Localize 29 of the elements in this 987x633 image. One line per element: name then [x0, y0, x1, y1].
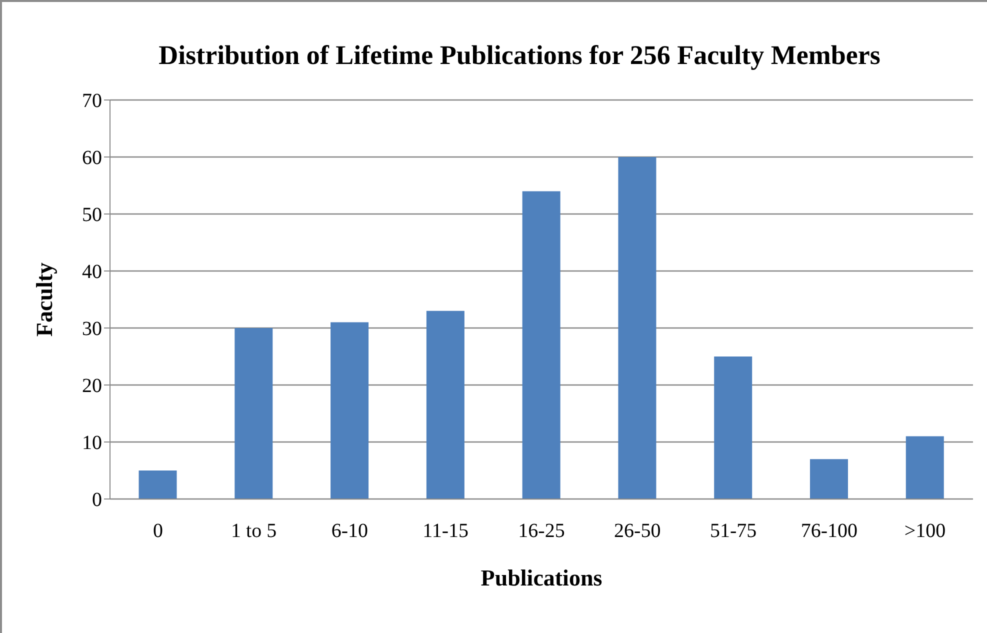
bar	[618, 157, 656, 499]
y-tick-label: 40	[82, 261, 102, 284]
bar	[810, 459, 848, 499]
y-tick-label: 30	[82, 318, 102, 340]
y-tick-label: 50	[82, 204, 102, 226]
chart-title: Distribution of Lifetime Publications for 256 Faculty Members	[158, 40, 882, 71]
bar	[330, 322, 369, 499]
x-tick-label: 76-100	[800, 520, 858, 542]
x-axis-title: Publications	[480, 565, 602, 590]
x-tick-label: >100	[904, 520, 946, 542]
x-tick-label: 11-15	[422, 520, 469, 542]
y-tick-label: 10	[82, 432, 102, 454]
bar	[522, 191, 560, 499]
x-tick-label: 0	[152, 520, 163, 542]
bar	[906, 436, 944, 499]
x-tick-label: 26-50	[614, 520, 661, 542]
y-tick-label: 60	[82, 147, 102, 170]
y-tick-label: 20	[82, 375, 102, 398]
bar	[234, 328, 273, 499]
x-tick-label: 1 to 5	[231, 520, 277, 542]
bar	[426, 310, 464, 499]
x-tick-label: 51-75	[710, 520, 757, 542]
bar	[714, 356, 752, 499]
x-tick-label: 6-10	[331, 520, 368, 542]
y-axis-title: Faculty	[32, 262, 58, 337]
bar	[138, 470, 177, 499]
y-tick-label: 70	[82, 90, 102, 112]
y-tick-label: 0	[92, 489, 102, 512]
x-tick-label: 16-25	[518, 520, 565, 542]
